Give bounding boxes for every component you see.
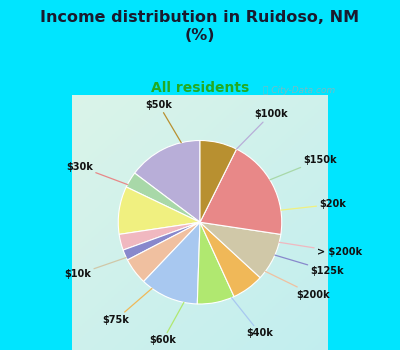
Wedge shape: [119, 222, 200, 250]
Text: $40k: $40k: [232, 298, 274, 338]
Text: $60k: $60k: [149, 302, 184, 345]
Wedge shape: [200, 222, 260, 296]
Wedge shape: [118, 187, 200, 234]
Text: $75k: $75k: [102, 288, 152, 325]
Text: All residents: All residents: [151, 80, 249, 94]
Text: $50k: $50k: [146, 100, 181, 143]
Text: $20k: $20k: [281, 199, 346, 210]
Text: $125k: $125k: [275, 255, 344, 276]
Text: $200k: $200k: [265, 271, 330, 300]
Text: Income distribution in Ruidoso, NM
(%): Income distribution in Ruidoso, NM (%): [40, 10, 360, 43]
Text: $150k: $150k: [270, 155, 337, 180]
Wedge shape: [144, 222, 200, 304]
Wedge shape: [197, 222, 234, 304]
Text: $100k: $100k: [236, 109, 288, 149]
Wedge shape: [128, 222, 200, 281]
Wedge shape: [200, 222, 281, 278]
Text: > $200k: > $200k: [279, 242, 362, 257]
Wedge shape: [135, 140, 200, 222]
Wedge shape: [200, 140, 236, 222]
Wedge shape: [123, 222, 200, 260]
Text: $10k: $10k: [64, 258, 126, 279]
Wedge shape: [126, 173, 200, 222]
Text: $30k: $30k: [66, 162, 128, 184]
Wedge shape: [200, 149, 282, 234]
Text: ⓘ City-Data.com: ⓘ City-Data.com: [263, 86, 336, 95]
